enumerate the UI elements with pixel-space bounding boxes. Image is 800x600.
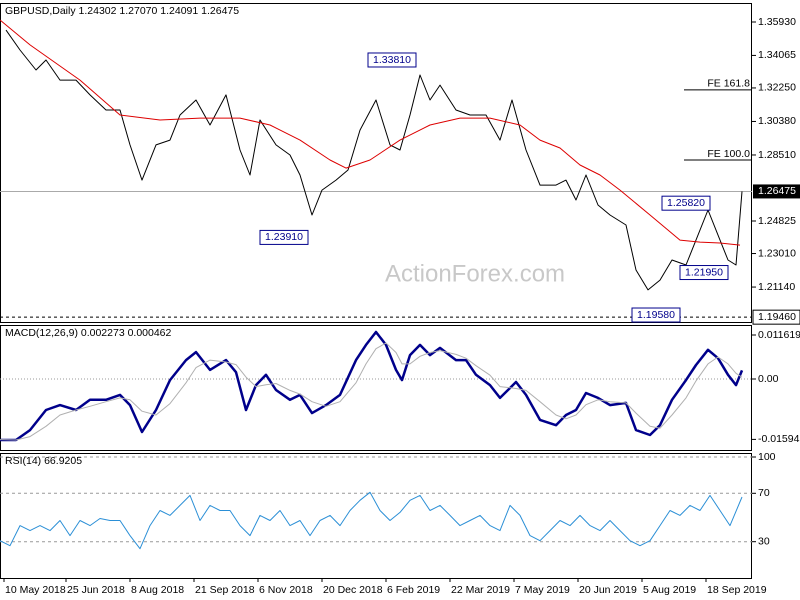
- panel-title: MACD(12,26,9) 0.002273 0.000462: [5, 327, 172, 339]
- panel-title: GBPUSD,Daily 1.24302 1.27070 1.24091 1.2…: [5, 5, 239, 17]
- swing-label-box: [679, 265, 729, 281]
- series-line: [0, 330, 744, 442]
- swing-label-box: [259, 229, 309, 245]
- y-tick-label: 1.23010: [758, 247, 796, 259]
- panel-frame: [0, 325, 752, 451]
- support-tag-label: 1.19460: [758, 311, 796, 323]
- y-tick-label: 1.28510: [758, 149, 796, 161]
- swing-label-box: [661, 195, 711, 211]
- y-tick-label: 1.30380: [758, 115, 796, 127]
- x-tick-label: 5 Aug 2019: [643, 584, 696, 596]
- x-tick-label: 6 Nov 2018: [259, 584, 313, 596]
- swing-label-box: [367, 52, 417, 68]
- y-tick-label: 0.00: [758, 373, 779, 385]
- price-tag-label: 1.26475: [758, 185, 796, 197]
- series-line: [0, 491, 743, 550]
- x-tick-label: 22 Mar 2019: [451, 584, 510, 596]
- x-tick-label: 21 Sep 2018: [195, 584, 255, 596]
- y-tick-label: -0.015949: [758, 433, 800, 445]
- x-tick-label: 20 Jun 2019: [579, 584, 637, 596]
- fib-label: FE 161.8: [707, 78, 750, 90]
- swing-label: 1.23910: [265, 231, 303, 243]
- y-tick-label: 1.35930: [758, 16, 796, 28]
- x-tick-label: 20 Dec 2018: [323, 584, 383, 596]
- x-tick-label: 8 Aug 2018: [131, 584, 184, 596]
- swing-label: 1.25820: [667, 197, 705, 209]
- y-tick-label: 100: [758, 451, 776, 463]
- swing-label: 1.21950: [685, 266, 723, 278]
- x-tick-label: 18 Sep 2019: [707, 584, 767, 596]
- panel-frame: [0, 3, 752, 323]
- series-line: [5, 29, 743, 291]
- x-tick-label: 25 Jun 2018: [67, 584, 125, 596]
- support-tag: [752, 309, 800, 325]
- x-tick-label: 7 May 2019: [515, 584, 570, 596]
- x-tick-label: 6 Feb 2019: [387, 584, 440, 596]
- watermark: ActionForex.com: [385, 260, 565, 287]
- panel-title: RSI(14) 66.9205: [5, 455, 82, 467]
- x-tick-label: 10 May 2018: [5, 584, 66, 596]
- y-tick-label: 30: [758, 535, 770, 547]
- y-tick-label: 70: [758, 487, 770, 499]
- y-tick-label: 1.24825: [758, 215, 796, 227]
- fib-label: FE 100.0: [707, 148, 750, 160]
- y-tick-label: 1.21140: [758, 281, 795, 293]
- series-line: [0, 19, 741, 246]
- swing-label: 1.33810: [373, 54, 411, 66]
- y-tick-label: 1.34065: [758, 49, 796, 61]
- swing-label: 1.19580: [637, 309, 675, 321]
- series-line: [0, 342, 743, 441]
- y-tick-label: 0.011619: [758, 329, 800, 341]
- price-tag: [753, 184, 800, 199]
- panel-frame: [0, 453, 752, 579]
- y-tick-label: 1.32250: [758, 82, 796, 94]
- swing-label-box: [631, 307, 681, 323]
